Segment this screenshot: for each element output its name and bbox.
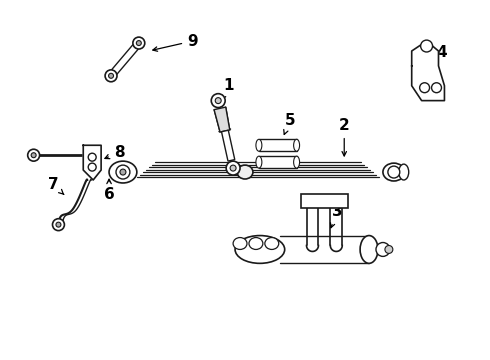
Ellipse shape xyxy=(235,235,285,264)
Text: 3: 3 xyxy=(330,204,343,228)
Ellipse shape xyxy=(249,238,263,249)
Circle shape xyxy=(432,83,441,93)
Polygon shape xyxy=(83,145,101,180)
Text: 2: 2 xyxy=(339,118,349,156)
Bar xyxy=(259,139,296,151)
Circle shape xyxy=(105,70,117,82)
Circle shape xyxy=(388,166,400,178)
Circle shape xyxy=(56,222,61,227)
Circle shape xyxy=(88,163,96,171)
Text: 6: 6 xyxy=(104,179,115,202)
Circle shape xyxy=(419,83,430,93)
Circle shape xyxy=(52,219,64,231)
Ellipse shape xyxy=(256,139,262,151)
Ellipse shape xyxy=(294,139,299,151)
Ellipse shape xyxy=(256,156,262,168)
Circle shape xyxy=(109,73,114,78)
Polygon shape xyxy=(112,45,138,74)
Ellipse shape xyxy=(360,235,378,264)
Circle shape xyxy=(116,165,130,179)
Bar xyxy=(259,156,296,168)
Text: 7: 7 xyxy=(48,177,64,194)
Text: 1: 1 xyxy=(221,78,233,100)
Circle shape xyxy=(88,153,96,161)
Circle shape xyxy=(31,153,36,158)
Circle shape xyxy=(133,37,145,49)
Circle shape xyxy=(230,165,236,171)
Circle shape xyxy=(211,94,225,108)
Ellipse shape xyxy=(233,238,247,249)
Polygon shape xyxy=(412,41,444,100)
Text: 9: 9 xyxy=(153,33,198,51)
Text: 5: 5 xyxy=(284,113,295,134)
Circle shape xyxy=(226,161,240,175)
Circle shape xyxy=(215,98,221,104)
Circle shape xyxy=(420,40,433,52)
Ellipse shape xyxy=(399,164,409,180)
Ellipse shape xyxy=(383,163,405,181)
Polygon shape xyxy=(214,107,230,132)
Ellipse shape xyxy=(109,161,137,183)
Ellipse shape xyxy=(294,156,299,168)
Circle shape xyxy=(120,169,126,175)
Text: 8: 8 xyxy=(105,145,124,160)
Circle shape xyxy=(28,149,40,161)
Circle shape xyxy=(136,41,141,46)
Polygon shape xyxy=(221,130,235,161)
Ellipse shape xyxy=(376,243,390,256)
Ellipse shape xyxy=(265,238,279,249)
Ellipse shape xyxy=(237,165,253,179)
Text: 4: 4 xyxy=(430,45,447,77)
Bar xyxy=(300,194,348,208)
Ellipse shape xyxy=(385,246,393,253)
